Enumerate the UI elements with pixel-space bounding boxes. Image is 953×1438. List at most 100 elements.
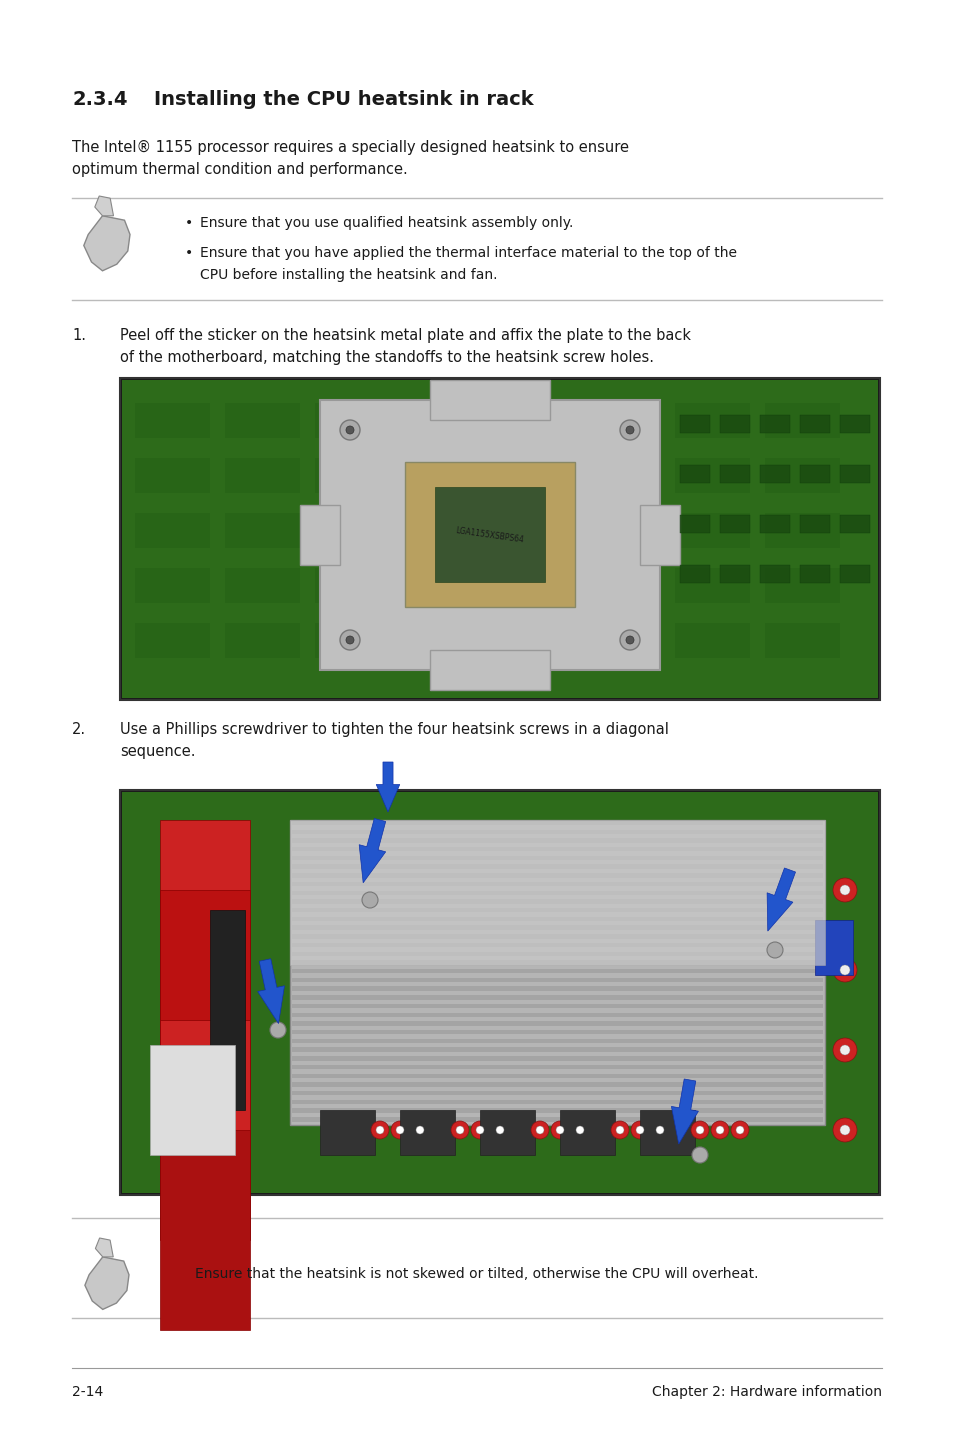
Bar bbox=[292, 907, 822, 912]
Circle shape bbox=[451, 1122, 469, 1139]
Bar bbox=[292, 856, 822, 860]
Bar bbox=[764, 403, 840, 439]
Circle shape bbox=[840, 884, 849, 894]
Bar bbox=[584, 568, 659, 603]
Bar bbox=[292, 1004, 822, 1008]
Circle shape bbox=[391, 1122, 409, 1139]
Bar bbox=[120, 378, 879, 700]
Circle shape bbox=[496, 1126, 503, 1135]
Polygon shape bbox=[85, 1257, 129, 1310]
Circle shape bbox=[491, 1122, 509, 1139]
Bar bbox=[675, 568, 749, 603]
Bar bbox=[559, 1110, 615, 1155]
Circle shape bbox=[730, 1122, 748, 1139]
Bar bbox=[290, 820, 824, 1125]
Circle shape bbox=[339, 630, 359, 650]
Circle shape bbox=[616, 1126, 623, 1135]
Bar bbox=[319, 400, 659, 670]
Bar bbox=[764, 568, 840, 603]
Bar bbox=[292, 890, 822, 894]
Bar bbox=[495, 403, 569, 439]
Circle shape bbox=[395, 1126, 403, 1135]
Bar bbox=[840, 565, 869, 582]
Bar bbox=[292, 961, 822, 965]
Bar bbox=[314, 513, 390, 548]
Bar bbox=[120, 789, 879, 1195]
Bar bbox=[292, 1012, 822, 1017]
Circle shape bbox=[411, 1122, 429, 1139]
Bar bbox=[405, 462, 575, 607]
Bar bbox=[225, 457, 299, 493]
Text: Ensure that the heatsink is not skewed or tilted, otherwise the CPU will overhea: Ensure that the heatsink is not skewed o… bbox=[194, 1267, 758, 1281]
Bar bbox=[135, 457, 210, 493]
Circle shape bbox=[840, 1045, 849, 1055]
Text: The Intel® 1155 processor requires a specially designed heatsink to ensure: The Intel® 1155 processor requires a spe… bbox=[71, 139, 628, 155]
Bar bbox=[292, 847, 822, 851]
Bar bbox=[584, 457, 659, 493]
Bar bbox=[292, 1030, 822, 1034]
Bar bbox=[292, 821, 822, 825]
Bar bbox=[292, 986, 822, 991]
Circle shape bbox=[840, 965, 849, 975]
Bar bbox=[292, 969, 822, 974]
Bar bbox=[292, 899, 822, 903]
Circle shape bbox=[619, 630, 639, 650]
Circle shape bbox=[766, 942, 782, 958]
Text: 2.3.4: 2.3.4 bbox=[71, 91, 128, 109]
Bar bbox=[720, 416, 749, 433]
Circle shape bbox=[531, 1122, 548, 1139]
Bar bbox=[135, 568, 210, 603]
Circle shape bbox=[840, 1125, 849, 1135]
Bar bbox=[679, 416, 709, 433]
Bar bbox=[814, 920, 852, 975]
Bar bbox=[840, 464, 869, 483]
Circle shape bbox=[710, 1122, 728, 1139]
Bar bbox=[399, 1110, 455, 1155]
Bar bbox=[292, 1021, 822, 1025]
Circle shape bbox=[361, 892, 377, 907]
Circle shape bbox=[716, 1126, 723, 1135]
Circle shape bbox=[636, 1126, 643, 1135]
Bar bbox=[210, 910, 245, 1110]
Polygon shape bbox=[766, 869, 795, 930]
Bar bbox=[319, 1110, 375, 1155]
Bar bbox=[760, 515, 789, 533]
Bar bbox=[430, 380, 550, 420]
Bar bbox=[675, 403, 749, 439]
Bar bbox=[292, 864, 822, 869]
Circle shape bbox=[416, 1126, 423, 1135]
Bar bbox=[760, 416, 789, 433]
Bar bbox=[675, 623, 749, 659]
Bar bbox=[225, 623, 299, 659]
Bar bbox=[290, 820, 824, 965]
Bar bbox=[840, 515, 869, 533]
Circle shape bbox=[650, 1122, 668, 1139]
Text: 1.: 1. bbox=[71, 328, 86, 344]
Bar bbox=[495, 513, 569, 548]
Text: CPU before installing the heatsink and fan.: CPU before installing the heatsink and f… bbox=[200, 267, 497, 282]
Bar bbox=[292, 1047, 822, 1051]
Circle shape bbox=[576, 1126, 583, 1135]
Bar bbox=[122, 792, 877, 1194]
Circle shape bbox=[476, 1126, 483, 1135]
Text: •: • bbox=[185, 246, 193, 260]
Text: Chapter 2: Hardware information: Chapter 2: Hardware information bbox=[651, 1385, 882, 1399]
Bar bbox=[292, 1074, 822, 1078]
Bar bbox=[495, 457, 569, 493]
Circle shape bbox=[625, 636, 634, 644]
Bar bbox=[314, 457, 390, 493]
Bar bbox=[679, 464, 709, 483]
Circle shape bbox=[551, 1122, 568, 1139]
Text: Use a Phillips screwdriver to tighten the four heatsink screws in a diagonal: Use a Phillips screwdriver to tighten th… bbox=[120, 722, 668, 738]
Bar bbox=[292, 935, 822, 939]
Bar bbox=[679, 515, 709, 533]
Bar bbox=[405, 623, 479, 659]
Text: Ensure that you use qualified heatsink assembly only.: Ensure that you use qualified heatsink a… bbox=[200, 216, 573, 230]
Bar bbox=[292, 952, 822, 956]
Text: of the motherboard, matching the standoffs to the heatsink screw holes.: of the motherboard, matching the standof… bbox=[120, 349, 654, 365]
Bar bbox=[584, 403, 659, 439]
Circle shape bbox=[371, 1122, 389, 1139]
Bar bbox=[405, 457, 479, 493]
Bar bbox=[122, 380, 877, 697]
Polygon shape bbox=[375, 762, 399, 812]
